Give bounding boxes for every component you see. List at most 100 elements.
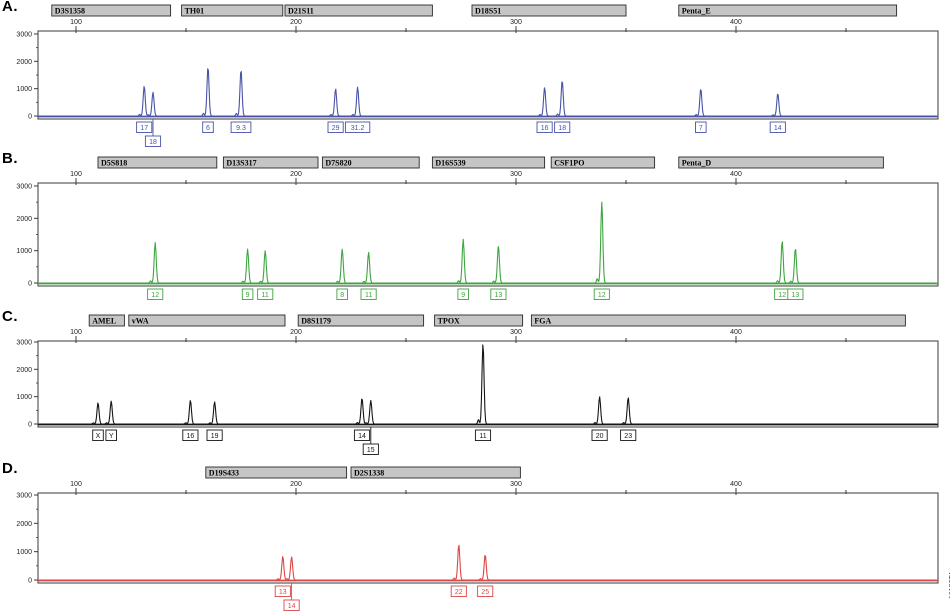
allele-box <box>344 121 371 133</box>
plot-box <box>37 492 939 584</box>
x-tick-label: 100 <box>70 329 82 336</box>
allele-box <box>536 121 553 133</box>
marker-label: TH01 <box>185 7 205 16</box>
marker-bar <box>284 4 433 17</box>
allele-label: 19 <box>211 433 219 440</box>
y-tick-label: 1000 <box>16 86 32 93</box>
allele-box <box>591 429 608 441</box>
marker-label: TPOX <box>438 317 460 326</box>
allele-label: 11 <box>262 292 269 299</box>
allele-box <box>787 288 804 300</box>
allele-box <box>283 599 300 611</box>
y-tick-label: 0 <box>28 281 32 288</box>
allele-label: 22 <box>455 589 463 596</box>
marker-label: FGA <box>534 317 551 326</box>
allele-box <box>257 288 274 300</box>
panel-a-letter: A. <box>2 0 18 15</box>
x-tick-label: 400 <box>730 329 742 336</box>
y-tick-label: 2000 <box>16 216 32 223</box>
allele-label: 16 <box>541 125 549 132</box>
plot-box <box>37 30 939 120</box>
marker-bar <box>128 314 286 327</box>
x-tick-label: 300 <box>510 329 522 336</box>
y-tick-label: 1000 <box>16 394 32 401</box>
allele-label: 9 <box>246 292 250 299</box>
allele-label: 14 <box>774 125 782 132</box>
allele-box <box>206 429 223 441</box>
y-tick-label: 2000 <box>16 367 32 374</box>
allele-label: 12 <box>151 292 159 299</box>
allele-label: 18 <box>149 139 157 146</box>
allele-label: 15 <box>367 447 375 454</box>
allele-box <box>147 288 164 300</box>
allele-label: X <box>96 433 101 440</box>
marker-bar <box>530 314 906 327</box>
x-tick-label: 100 <box>70 171 82 178</box>
allele-label: 12 <box>598 292 606 299</box>
y-tick-label: 3000 <box>16 32 32 39</box>
allele-box <box>769 121 786 133</box>
y-tick-label: 2000 <box>16 521 32 528</box>
electropherogram-trace <box>39 201 937 284</box>
allele-label: 25 <box>481 589 489 596</box>
allele-box <box>450 585 467 597</box>
allele-label: 13 <box>792 292 800 299</box>
x-tick-label: 200 <box>290 171 302 178</box>
panel-d: D. D19S433 D2S1338 100 200 300 400 0 1000 2000 30… <box>0 460 950 612</box>
x-tick-label: 400 <box>730 171 742 178</box>
x-tick-label: 200 <box>290 19 302 26</box>
y-tick-label: 3000 <box>16 493 32 500</box>
marker-label: D5S818 <box>101 159 127 168</box>
marker-label: D13S317 <box>226 159 256 168</box>
marker-label: AMEL <box>92 317 116 326</box>
x-tick-label: 100 <box>70 19 82 26</box>
panel-b: B. D5S818 D13S317 D7S820 D16S539 CSF1PO Penta… <box>0 150 950 310</box>
allele-label: 7 <box>699 125 703 132</box>
allele-box <box>695 121 707 133</box>
panel-d-plot: D19S433 D2S1338 100 200 300 400 0 1000 2000 3000 1… <box>16 466 939 611</box>
allele-box <box>202 121 214 133</box>
allele-box <box>490 288 507 300</box>
marker-label: D19S433 <box>209 469 239 478</box>
marker-label: Penta_D <box>682 159 712 168</box>
panel-c-plot: AMEL vWA D8S1179 TPOX FGA 100 200 300 400 0 1000 20… <box>16 314 939 455</box>
marker-label: D21S11 <box>288 7 314 16</box>
marker-label: vWA <box>132 317 149 326</box>
x-tick-label: 400 <box>730 19 742 26</box>
allele-box <box>457 288 469 300</box>
marker-bar <box>51 4 172 17</box>
allele-label: 23 <box>624 433 632 440</box>
allele-box <box>144 135 162 147</box>
marker-label: CSF1PO <box>554 159 584 168</box>
y-tick-label: 3000 <box>16 184 32 191</box>
allele-label: 9.3 <box>236 125 246 132</box>
marker-bar <box>222 156 319 169</box>
y-tick-label: 0 <box>28 422 32 429</box>
allele-box <box>92 429 104 441</box>
allele-label: 14 <box>358 433 366 440</box>
marker-label: D8S1179 <box>301 317 331 326</box>
marker-bar <box>181 4 284 17</box>
allele-box <box>230 121 252 133</box>
y-tick-label: 3000 <box>16 340 32 347</box>
x-tick-label: 300 <box>510 481 522 488</box>
marker-bar <box>350 466 521 479</box>
marker-bar <box>678 156 884 169</box>
marker-bar <box>471 4 627 17</box>
electropherogram-trace <box>39 344 937 425</box>
panel-a: A. D3S1358 TH01 D21S11 D18S51 Penta_E 100 200 3… <box>0 0 950 152</box>
allele-label: 9 <box>461 292 465 299</box>
allele-label: 13 <box>495 292 503 299</box>
electropherogram-trace <box>39 68 937 117</box>
y-tick-label: 1000 <box>16 248 32 255</box>
panel-b-letter: B. <box>2 150 18 167</box>
allele-box <box>554 121 571 133</box>
x-tick-label: 200 <box>290 329 302 336</box>
allele-box <box>136 121 153 133</box>
allele-label: 6 <box>206 125 210 132</box>
marker-label: D18S51 <box>475 7 501 16</box>
marker-bar <box>550 156 656 169</box>
marker-bar <box>321 156 420 169</box>
allele-box <box>327 121 344 133</box>
